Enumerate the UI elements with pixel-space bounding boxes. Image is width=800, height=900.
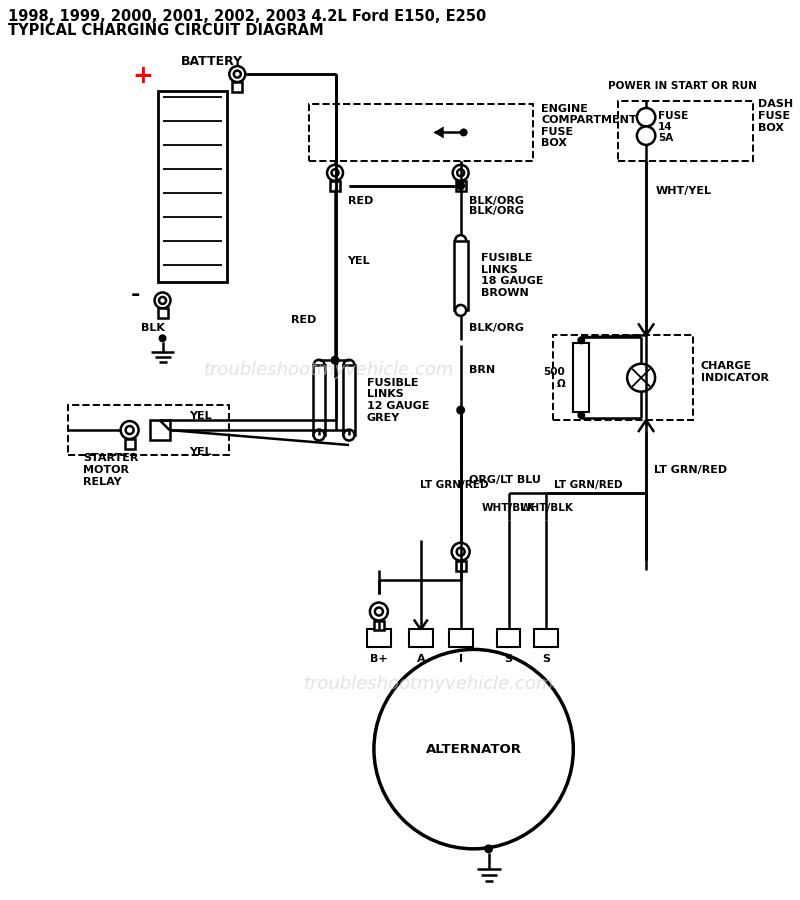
Text: B+: B+ (370, 654, 388, 664)
Circle shape (375, 608, 383, 616)
Text: FUSIBLE
LINKS
12 GAUGE
GREY: FUSIBLE LINKS 12 GAUGE GREY (367, 378, 430, 422)
Circle shape (314, 360, 325, 371)
Bar (618, 101, 753, 161)
Circle shape (455, 305, 466, 316)
Circle shape (343, 360, 354, 371)
Circle shape (637, 126, 655, 145)
Circle shape (460, 129, 468, 137)
Text: troubleshootmyvehicle.com: troubleshootmyvehicle.com (204, 361, 454, 379)
Text: YEL: YEL (190, 411, 212, 421)
Text: +: + (132, 64, 153, 88)
Circle shape (314, 429, 325, 440)
Polygon shape (434, 126, 444, 139)
Text: POWER IN START OR RUN: POWER IN START OR RUN (608, 81, 757, 91)
Text: WHT/BLK: WHT/BLK (482, 503, 535, 513)
Text: BLK/ORG: BLK/ORG (469, 195, 524, 206)
Text: -: - (131, 285, 140, 305)
Text: BRN: BRN (469, 365, 494, 375)
Bar (158, 91, 227, 283)
Text: WHT/BLK: WHT/BLK (519, 503, 574, 513)
Bar (343, 365, 355, 435)
Text: troubleshootmyvehicle.com: troubleshootmyvehicle.com (303, 675, 554, 693)
Text: BLK/ORG: BLK/ORG (469, 206, 524, 216)
Bar (374, 620, 384, 631)
Circle shape (121, 421, 138, 439)
Bar (125, 439, 134, 449)
Bar (554, 336, 693, 420)
Text: LT GRN/RED: LT GRN/RED (654, 465, 727, 475)
Circle shape (456, 181, 465, 190)
Circle shape (331, 169, 338, 176)
Text: A: A (417, 654, 425, 664)
Bar (158, 309, 167, 319)
Text: I: I (458, 654, 462, 664)
Circle shape (456, 406, 465, 415)
Text: LT GRN/RED: LT GRN/RED (420, 480, 489, 490)
Circle shape (370, 603, 388, 620)
Circle shape (484, 844, 493, 853)
Bar (313, 365, 325, 435)
Text: 1998, 1999, 2000, 2001, 2002, 2003 4.2L Ford E150, E250: 1998, 1999, 2000, 2001, 2002, 2003 4.2L … (8, 9, 486, 23)
Text: 14: 14 (658, 122, 673, 132)
Text: 500
Ω: 500 Ω (544, 367, 566, 389)
Bar (150, 420, 170, 440)
Circle shape (627, 364, 655, 392)
Circle shape (452, 543, 470, 561)
Bar (456, 181, 466, 191)
Circle shape (455, 235, 466, 246)
Circle shape (154, 292, 170, 309)
Text: 5A: 5A (658, 133, 674, 143)
Circle shape (234, 70, 241, 77)
Bar (68, 405, 230, 455)
Circle shape (343, 429, 354, 440)
Text: LT GRN/RED: LT GRN/RED (554, 480, 623, 490)
Text: BLK: BLK (141, 323, 165, 333)
Bar (449, 629, 473, 647)
Bar (534, 629, 558, 647)
Bar (456, 561, 466, 571)
Bar (574, 343, 590, 412)
Bar (409, 629, 433, 647)
Bar (497, 629, 521, 647)
Text: CHARGE
INDICATOR: CHARGE INDICATOR (701, 362, 769, 383)
Circle shape (126, 426, 134, 434)
Text: STARTER
MOTOR
RELAY: STARTER MOTOR RELAY (82, 454, 138, 487)
Circle shape (330, 356, 339, 364)
Text: RED: RED (348, 195, 374, 206)
Text: FUSE: FUSE (658, 111, 688, 121)
Bar (232, 82, 242, 92)
Text: YEL: YEL (347, 256, 370, 266)
Bar (309, 104, 534, 161)
Text: S: S (505, 654, 513, 664)
Circle shape (578, 337, 586, 345)
Text: ENGINE
COMPARTMENT
FUSE
BOX: ENGINE COMPARTMENT FUSE BOX (542, 104, 637, 148)
Circle shape (158, 334, 166, 342)
Text: BATTERY: BATTERY (182, 55, 243, 68)
Circle shape (230, 66, 246, 82)
Circle shape (578, 411, 586, 419)
Circle shape (457, 548, 465, 555)
Circle shape (327, 165, 343, 181)
Text: WHT/YEL: WHT/YEL (656, 185, 712, 196)
Text: RED: RED (290, 315, 316, 326)
Text: ORG/LT BLU: ORG/LT BLU (469, 475, 541, 485)
Bar (367, 629, 391, 647)
Text: S: S (542, 654, 550, 664)
Bar (330, 181, 340, 191)
Circle shape (637, 108, 655, 126)
Text: ALTERNATOR: ALTERNATOR (426, 742, 522, 756)
Circle shape (457, 169, 464, 176)
Bar (454, 240, 468, 310)
Circle shape (159, 297, 166, 304)
Text: FUSIBLE
LINKS
18 GAUGE
BROWN: FUSIBLE LINKS 18 GAUGE BROWN (481, 253, 543, 298)
Text: BLK/ORG: BLK/ORG (469, 323, 524, 333)
Text: DASH
FUSE
BOX: DASH FUSE BOX (758, 99, 793, 132)
Text: TYPICAL CHARGING CIRCUIT DIAGRAM: TYPICAL CHARGING CIRCUIT DIAGRAM (8, 22, 324, 38)
Text: YEL: YEL (190, 447, 212, 457)
Circle shape (374, 650, 574, 849)
Circle shape (453, 165, 469, 181)
